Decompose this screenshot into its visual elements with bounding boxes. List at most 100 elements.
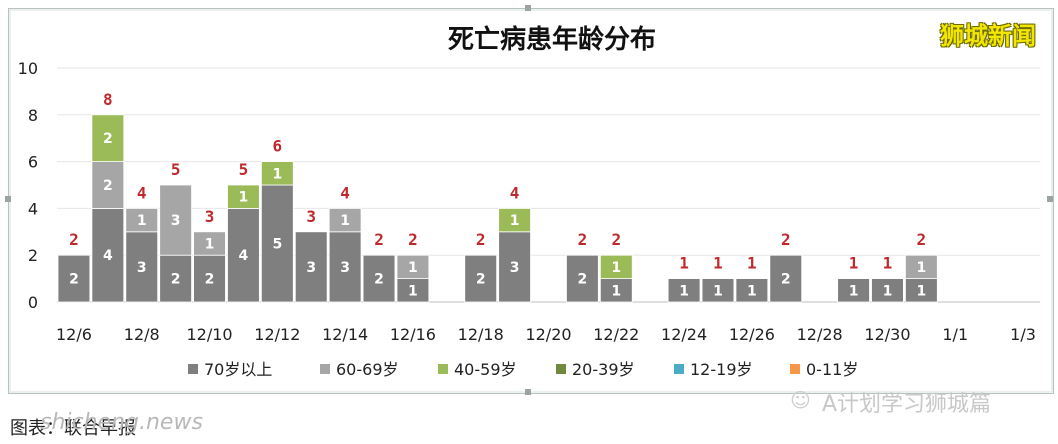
segment-label: 3 bbox=[306, 260, 316, 276]
segment-label: 3 bbox=[510, 260, 520, 276]
total-label: 1 bbox=[883, 254, 893, 273]
segment-label: 2 bbox=[374, 272, 384, 288]
segment-label: 1 bbox=[611, 260, 621, 276]
segment-label: 1 bbox=[916, 283, 926, 299]
segment-label: 3 bbox=[171, 213, 181, 229]
bar-segment bbox=[599, 254, 633, 279]
total-label: 1 bbox=[713, 254, 723, 273]
segment-label: 1 bbox=[713, 283, 723, 299]
x-tick-label: 12/12 bbox=[254, 325, 300, 344]
bar-segment bbox=[159, 184, 192, 256]
x-tick-label: 12/16 bbox=[390, 325, 436, 344]
bar-segment bbox=[905, 254, 938, 279]
y-tick-label: 10 bbox=[18, 59, 38, 78]
x-tick-label: 12/10 bbox=[186, 325, 232, 344]
total-label: 2 bbox=[578, 230, 588, 249]
bar-segment bbox=[362, 254, 396, 303]
segment-label: 2 bbox=[476, 272, 486, 288]
total-label: 6 bbox=[273, 137, 283, 156]
total-label: 4 bbox=[137, 183, 147, 202]
bar-segment bbox=[260, 184, 294, 303]
total-label: 2 bbox=[374, 230, 384, 249]
segment-label: 1 bbox=[408, 283, 418, 299]
bar-segment bbox=[227, 207, 260, 303]
bar-segment bbox=[227, 184, 260, 209]
x-tick-label: 12/26 bbox=[729, 325, 775, 344]
legend-swatch bbox=[438, 364, 448, 374]
x-tick-labels: 12/6 12/8 12/10 12/12 12/14 12/16 12/18 12/20 12… bbox=[56, 325, 1036, 344]
site-watermark: shicheng.news bbox=[40, 410, 203, 435]
bars: 2 2 4 2 2 8 3 1 4 2 3 5 2 1 3 4 1 5 5 1 6 3 3 3 1 4 2 2 1 1 2 2 2 3 1 4 2 2 1 1… bbox=[57, 90, 938, 303]
legend-swatch bbox=[320, 364, 330, 374]
legend-swatch bbox=[790, 364, 800, 374]
bar-segment bbox=[701, 278, 735, 303]
resize-handle-top[interactable] bbox=[525, 5, 531, 11]
x-tick-label: 12/24 bbox=[661, 325, 707, 344]
total-label: 1 bbox=[679, 254, 689, 273]
segment-label: 4 bbox=[239, 248, 249, 264]
segment-label: 1 bbox=[272, 166, 282, 182]
y-tick-label: 0 bbox=[28, 293, 38, 312]
segment-label: 2 bbox=[69, 272, 79, 288]
y-tick-label: 8 bbox=[28, 106, 38, 125]
total-label: 2 bbox=[611, 230, 621, 249]
segment-label: 1 bbox=[679, 283, 689, 299]
legend-swatch bbox=[188, 364, 198, 374]
legend-entry: 70岁以上 bbox=[204, 360, 272, 379]
wechat-icon: ☺ bbox=[790, 388, 811, 412]
x-tick-label: 12/6 bbox=[56, 325, 92, 344]
legend-swatch bbox=[556, 364, 566, 374]
total-label: 1 bbox=[849, 254, 859, 273]
segment-label: 1 bbox=[239, 190, 249, 206]
segment-label: 1 bbox=[510, 213, 520, 229]
segment-label: 3 bbox=[137, 260, 147, 276]
x-tick-label: 12/20 bbox=[525, 325, 571, 344]
total-label: 2 bbox=[476, 230, 486, 249]
x-tick-label: 1/1 bbox=[942, 325, 968, 344]
legend-entry: 60-69岁 bbox=[336, 360, 399, 379]
resize-handle-bottom[interactable] bbox=[525, 389, 531, 395]
chart-title: 死亡病患年龄分布 bbox=[448, 24, 656, 55]
x-tick-label: 1/3 bbox=[1010, 325, 1036, 344]
segment-label: 2 bbox=[103, 178, 113, 194]
bar-segment bbox=[464, 254, 498, 303]
segment-label: 1 bbox=[408, 260, 418, 276]
segment-label: 1 bbox=[883, 283, 893, 299]
bar-segment bbox=[396, 254, 430, 279]
bar-segment bbox=[735, 278, 769, 303]
bar-segment bbox=[260, 161, 294, 186]
segment-label: 1 bbox=[849, 283, 859, 299]
bar-segment bbox=[91, 114, 125, 163]
legend-swatch bbox=[674, 364, 684, 374]
resize-handle-left[interactable] bbox=[5, 196, 11, 202]
segment-label: 4 bbox=[103, 248, 113, 264]
segment-label: 2 bbox=[205, 272, 215, 288]
bar-segment bbox=[498, 207, 531, 233]
bar-segment bbox=[294, 231, 328, 303]
x-tick-label: 12/30 bbox=[864, 325, 910, 344]
y-tick-labels: 0 2 4 6 8 10 bbox=[18, 59, 38, 312]
segment-label: 1 bbox=[916, 260, 926, 276]
bar-segment bbox=[125, 231, 159, 303]
bar-segment bbox=[498, 231, 531, 303]
total-label: 3 bbox=[205, 207, 215, 226]
total-label: 2 bbox=[917, 230, 927, 249]
x-tick-label: 12/22 bbox=[593, 325, 639, 344]
bar-segment bbox=[667, 278, 701, 303]
bar-segment bbox=[193, 254, 226, 303]
total-label: 5 bbox=[171, 160, 181, 179]
resize-handle-right[interactable] bbox=[1047, 196, 1053, 202]
segment-label: 2 bbox=[171, 272, 181, 288]
segment-label: 1 bbox=[205, 237, 215, 253]
x-tick-label: 12/14 bbox=[322, 325, 368, 344]
x-tick-label: 12/18 bbox=[458, 325, 504, 344]
total-label: 4 bbox=[510, 183, 520, 202]
account-watermark: A计划学习狮城篇 bbox=[822, 392, 992, 417]
legend-entry: 12-19岁 bbox=[690, 360, 753, 379]
segment-label: 2 bbox=[578, 272, 588, 288]
segment-label: 1 bbox=[747, 283, 757, 299]
bar-segment bbox=[769, 254, 803, 303]
total-label: 5 bbox=[239, 160, 249, 179]
segment-label: 3 bbox=[340, 260, 350, 276]
